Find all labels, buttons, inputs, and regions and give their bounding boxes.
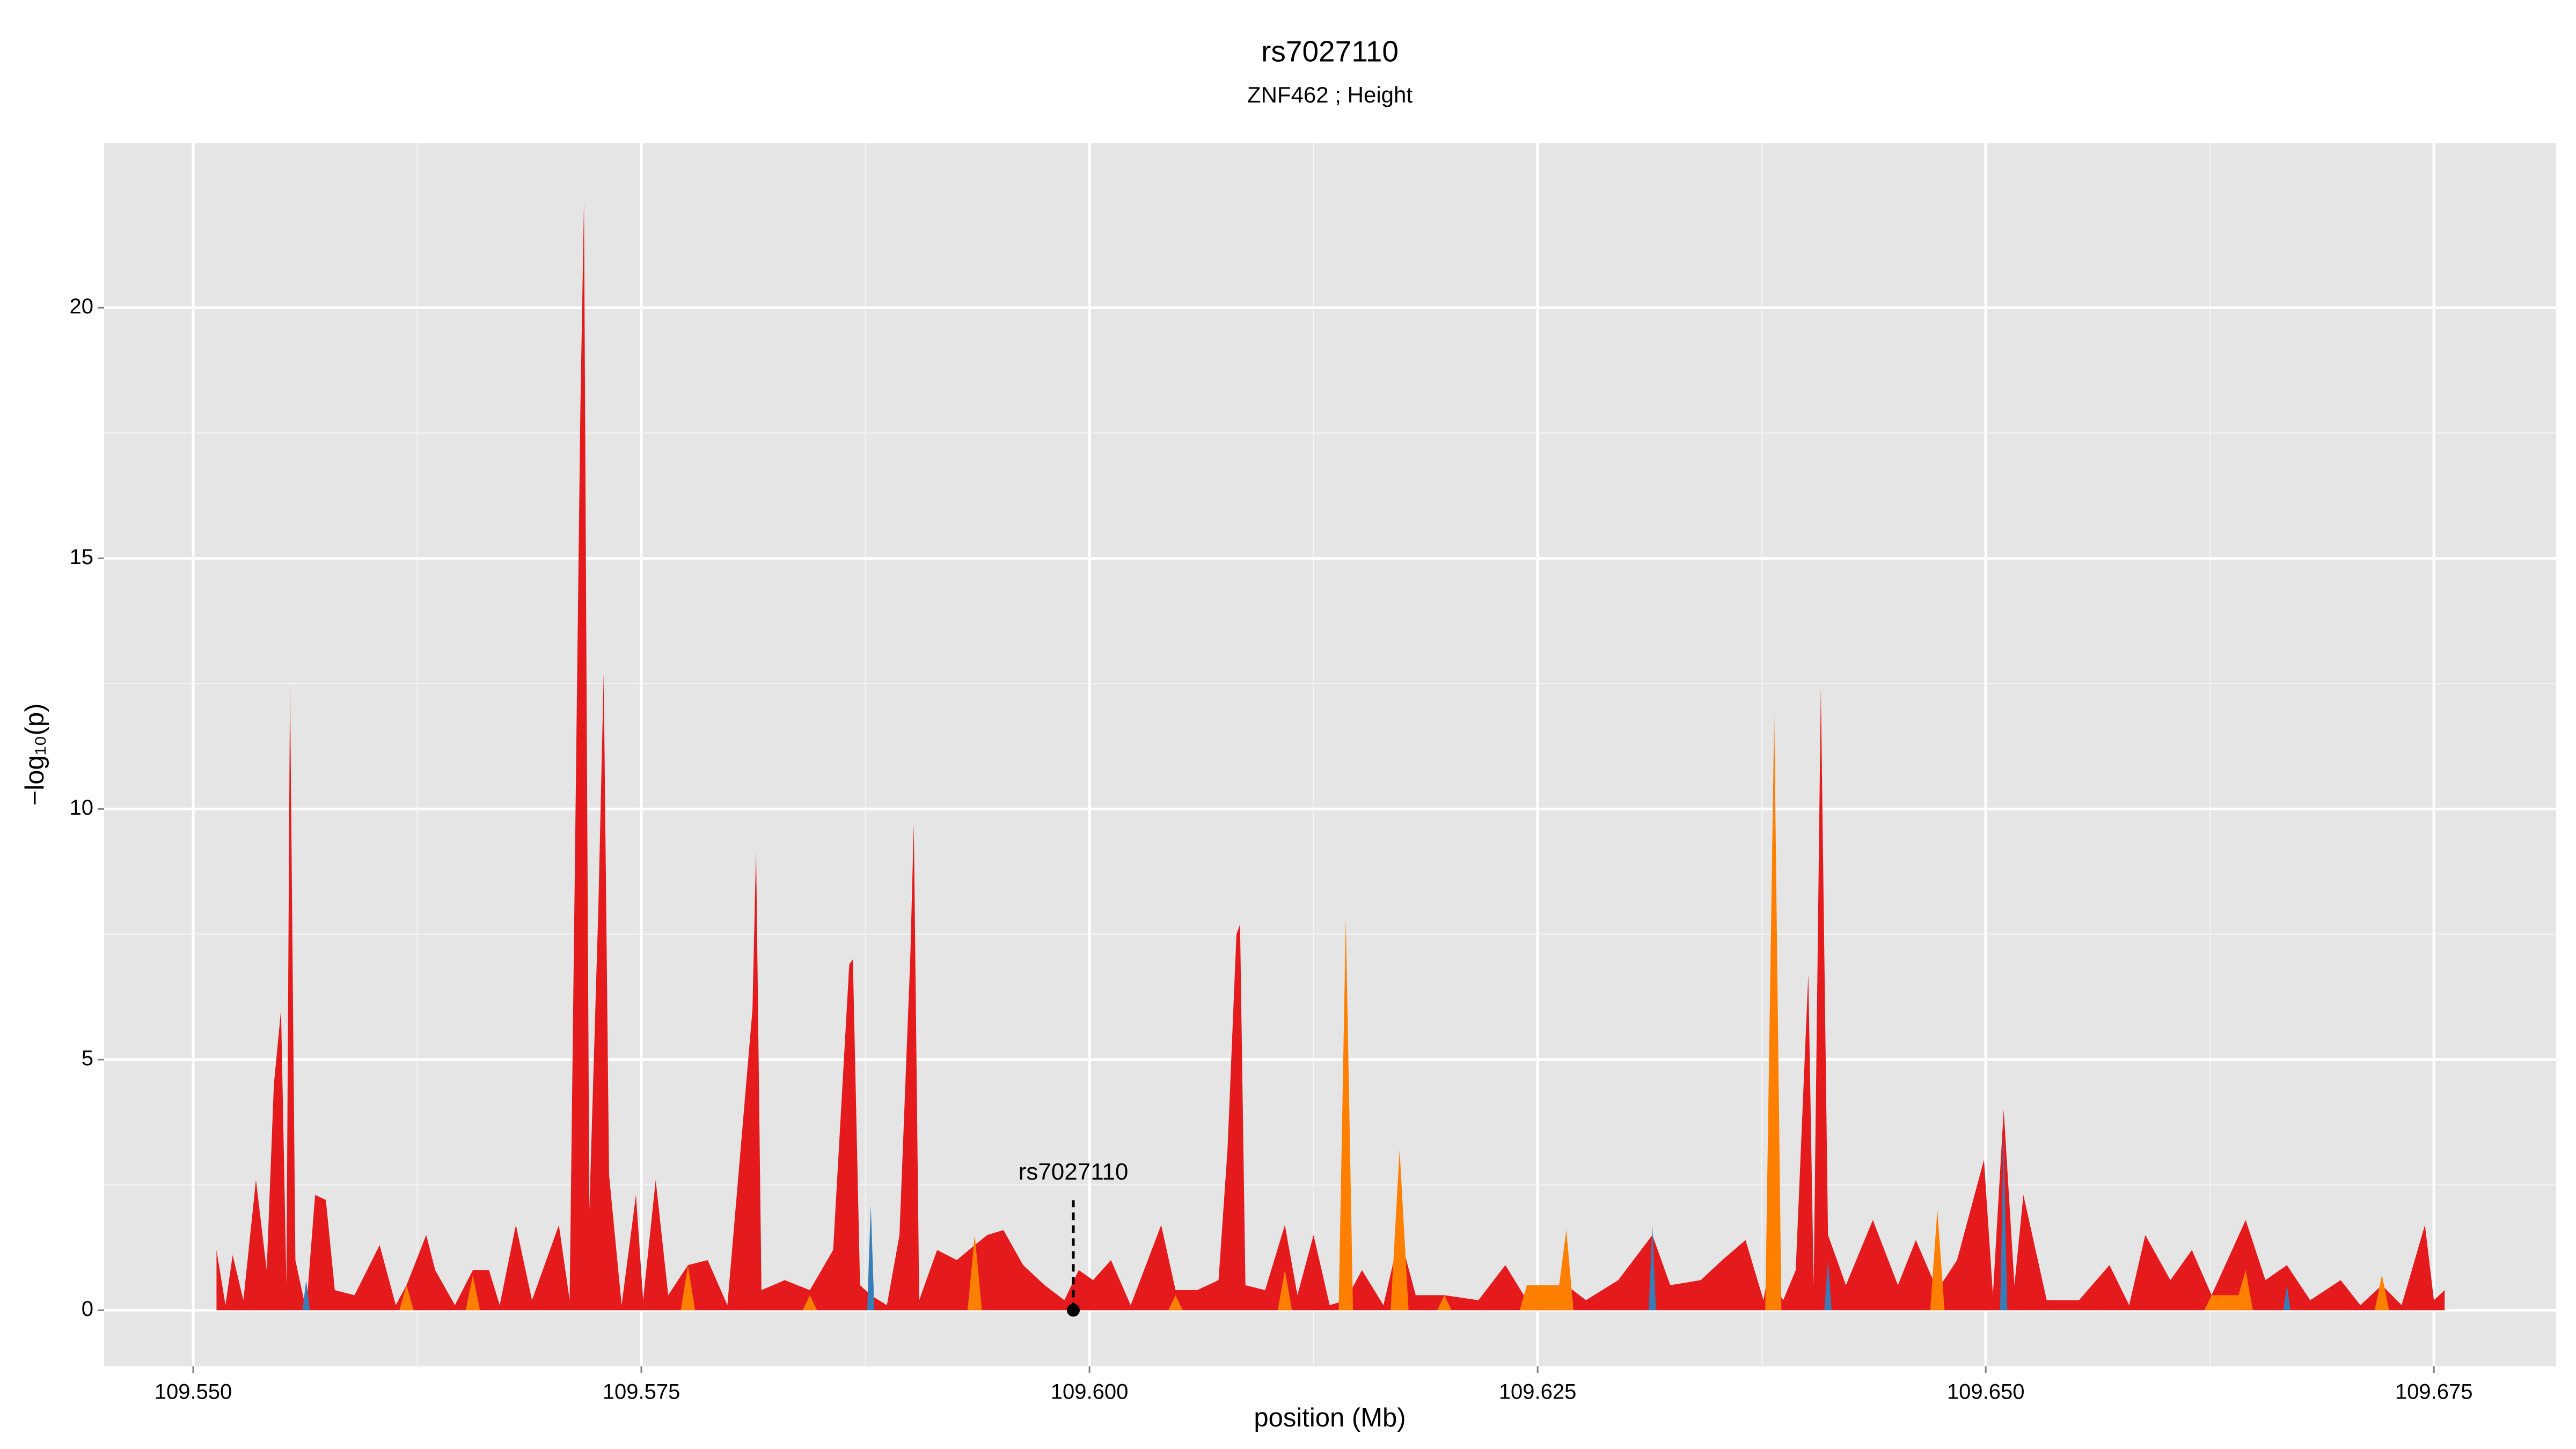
x-tick-label: 109.675 (2395, 1380, 2473, 1404)
x-tick-label: 109.600 (1051, 1380, 1129, 1404)
x-tick-label: 109.625 (1499, 1380, 1577, 1404)
y-tick-label: 5 (82, 1046, 93, 1070)
y-axis-title: −log₁₀(p) (20, 704, 49, 806)
y-tick-label: 15 (70, 545, 94, 569)
annotation-point (1067, 1304, 1080, 1317)
x-tick-label: 109.550 (155, 1380, 232, 1404)
panel-background (104, 143, 2556, 1366)
x-tick-label: 109.650 (1947, 1380, 2025, 1404)
chart-subtitle: ZNF462 ; Height (1247, 82, 1413, 107)
y-tick-label: 0 (82, 1297, 93, 1321)
x-tick-label: 109.575 (603, 1380, 680, 1404)
y-tick-label: 10 (70, 796, 94, 819)
annotation-label: rs7027110 (1019, 1159, 1129, 1185)
y-tick-label: 20 (70, 295, 94, 318)
chart-title: rs7027110 (1261, 35, 1399, 68)
x-axis-title: position (Mb) (1254, 1403, 1406, 1432)
